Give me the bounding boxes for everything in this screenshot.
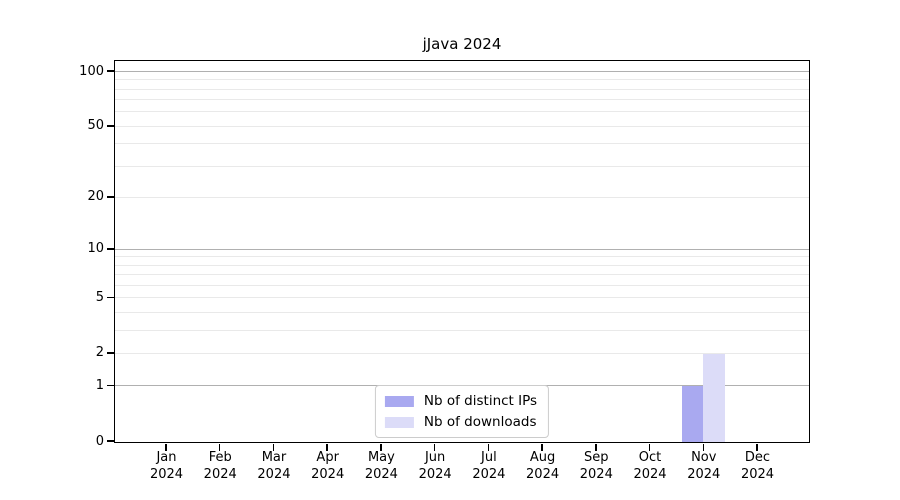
bar-downloads <box>703 353 725 442</box>
y-tick-label: 100 <box>79 63 104 79</box>
x-tick-year: 2024 <box>633 467 667 482</box>
y-tick-mark <box>106 440 114 442</box>
x-tick-mark <box>595 443 597 451</box>
x-tick-year: 2024 <box>579 467 613 482</box>
x-tick-month: Jun <box>424 450 446 465</box>
y-grid-line-minor <box>115 352 809 354</box>
x-tick-mark <box>648 443 651 451</box>
bar-distinct-ips <box>681 386 704 442</box>
x-tick-year: 2024 <box>740 467 775 482</box>
y-grid-line-minor <box>115 111 809 113</box>
x-tick-month: Aug <box>529 450 556 465</box>
x-tick-year: 2024 <box>311 467 345 482</box>
x-tick-label: Jun 2024 <box>403 449 467 483</box>
x-tick-mark <box>756 443 758 451</box>
y-grid-line-minor <box>115 165 809 167</box>
x-tick-mark <box>487 443 490 451</box>
y-grid-line-minor <box>115 99 809 101</box>
x-tick-year: 2024 <box>687 467 721 482</box>
y-grid-line-minor <box>115 143 809 145</box>
x-tick-mark <box>272 443 275 451</box>
y-tick-mark <box>106 70 114 72</box>
legend-swatch-distinct-ips <box>384 395 414 407</box>
y-tick-mark <box>106 196 114 198</box>
x-tick-mark <box>541 443 543 451</box>
x-tick-year: 2024 <box>472 467 506 482</box>
y-grid-line-minor <box>115 284 809 286</box>
y-axis-labels: 0 1 2 5 10 20 50 100 <box>0 60 104 449</box>
y-tick-label: 5 <box>95 289 104 305</box>
y-grid-line-major <box>115 71 809 72</box>
y-grid-line-minor <box>115 125 809 127</box>
y-grid-line-minor <box>115 311 809 313</box>
y-tick-mark <box>106 296 114 299</box>
x-tick-label: Jan 2024 <box>135 449 199 483</box>
y-tick-label: 2 <box>95 345 104 361</box>
y-tick-mark <box>106 384 114 387</box>
legend: Nb of distinct IPs Nb of downloads <box>374 385 550 438</box>
x-tick-year: 2024 <box>257 467 291 482</box>
x-tick-month: Jul <box>481 450 497 465</box>
x-tick-month: Feb <box>208 450 232 465</box>
x-tick-month: Oct <box>638 450 662 465</box>
y-tick-label: 0 <box>95 433 104 449</box>
y-grid-line-minor <box>115 329 809 331</box>
x-tick-mark <box>326 443 328 451</box>
x-tick-label: Apr 2024 <box>296 449 360 483</box>
x-tick-year: 2024 <box>418 467 452 482</box>
y-grid-line-minor <box>115 256 809 258</box>
y-grid-line-minor <box>115 79 809 81</box>
legend-item: Nb of downloads <box>384 414 537 430</box>
y-grid-line-minor <box>115 196 809 198</box>
x-tick-year: 2024 <box>526 467 560 482</box>
y-tick-label: 50 <box>87 118 104 134</box>
y-grid-line-minor <box>115 88 809 90</box>
y-tick-label: 1 <box>95 377 104 393</box>
legend-item: Nb of distinct IPs <box>384 393 538 409</box>
y-grid-line-major <box>115 248 809 250</box>
x-tick-year: 2024 <box>364 467 398 482</box>
x-tick-label: Nov 2024 <box>672 449 736 483</box>
x-tick-label: Dec 2024 <box>726 449 790 483</box>
x-tick-month: Mar <box>261 450 287 465</box>
x-tick-month: Jan <box>156 450 177 465</box>
x-tick-month: Dec <box>744 450 771 465</box>
y-tick-mark <box>106 352 114 354</box>
legend-label: Nb of downloads <box>423 414 537 430</box>
y-grid-line-minor <box>115 264 809 266</box>
x-tick-month: May <box>367 450 395 465</box>
y-tick-mark <box>106 248 114 250</box>
x-tick-mark <box>433 443 436 451</box>
y-grid-line-minor <box>115 297 809 299</box>
x-tick-label: Aug 2024 <box>511 449 575 483</box>
x-tick-label: Feb 2024 <box>188 449 252 483</box>
y-tick-label: 10 <box>87 241 104 257</box>
x-tick-year: 2024 <box>149 467 184 482</box>
legend-label: Nb of distinct IPs <box>423 393 538 409</box>
plot-area: Nb of distinct IPs Nb of downloads <box>106 60 810 451</box>
chart-title: jJava 2024 <box>422 35 502 53</box>
y-tick-mark <box>106 125 114 127</box>
x-tick-month: Sep <box>584 450 609 465</box>
x-axis-labels: Jan 2024 Feb 2024 Mar 2024 Apr 2024 May 2024 Jun 20… <box>114 449 810 489</box>
y-tick-label: 20 <box>87 189 104 205</box>
x-tick-mark <box>702 443 705 451</box>
x-tick-mark <box>218 443 221 451</box>
legend-swatch-downloads <box>384 416 414 428</box>
x-tick-year: 2024 <box>203 467 237 482</box>
x-tick-label: Jul 2024 <box>457 449 521 483</box>
x-tick-label: Mar 2024 <box>242 449 306 483</box>
x-tick-label: May 2024 <box>349 449 413 483</box>
y-grid-line-minor <box>115 274 809 276</box>
x-tick-label: Sep 2024 <box>564 449 628 483</box>
x-tick-mark <box>380 443 382 451</box>
x-tick-label: Oct 2024 <box>618 449 682 483</box>
x-tick-month: Apr <box>316 450 339 465</box>
x-tick-mark <box>165 443 167 451</box>
x-tick-month: Nov <box>691 450 717 465</box>
